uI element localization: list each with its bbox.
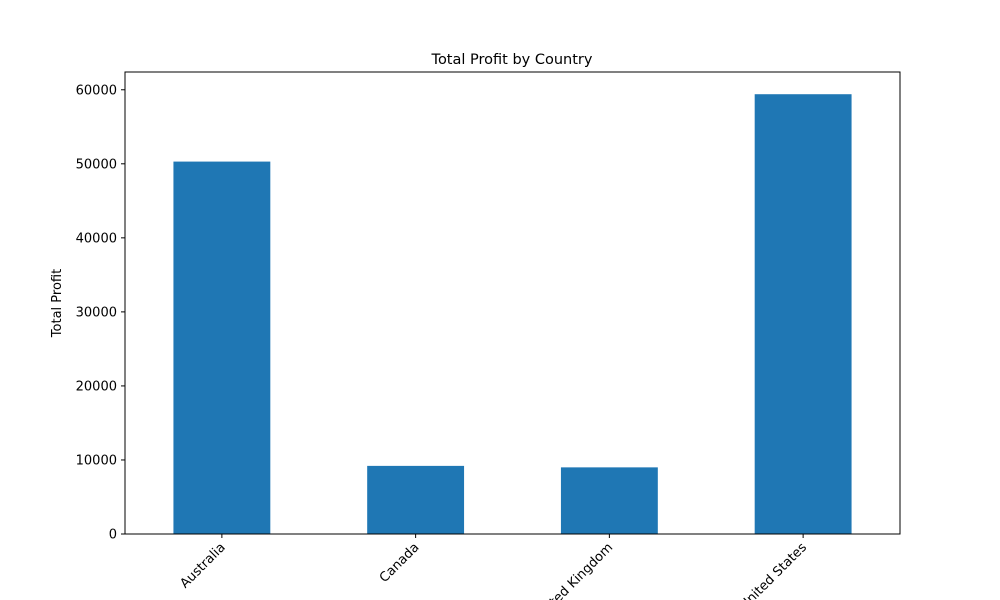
y-tick-label: 20000 <box>76 379 117 394</box>
x-tick-label: United States <box>737 540 810 600</box>
y-tick-label: 50000 <box>76 157 117 172</box>
y-tick-label: 40000 <box>76 231 117 246</box>
y-axis: 0 10000 20000 30000 40000 50000 60000 <box>76 83 125 543</box>
y-axis-label: Total Profit <box>50 269 65 338</box>
bar-australia <box>173 161 271 534</box>
bar-canada <box>367 465 465 534</box>
bar-united-states <box>754 94 852 534</box>
plot-frame <box>124 71 901 535</box>
y-tick-label: 10000 <box>76 453 117 468</box>
y-tick-label: 30000 <box>76 305 117 320</box>
chart-title: Total Profit by Country <box>431 52 593 68</box>
x-axis: Australia Canada United Kingdom United Stat… <box>177 534 810 600</box>
y-tick-label: 60000 <box>76 83 117 98</box>
x-tick-label: Canada <box>377 540 423 586</box>
x-tick-label: United Kingdom <box>532 540 616 600</box>
x-tick-label: Australia <box>177 540 228 591</box>
bars-layer <box>173 94 852 534</box>
bar-united-kingdom <box>560 467 658 534</box>
y-tick-label: 0 <box>109 528 117 543</box>
